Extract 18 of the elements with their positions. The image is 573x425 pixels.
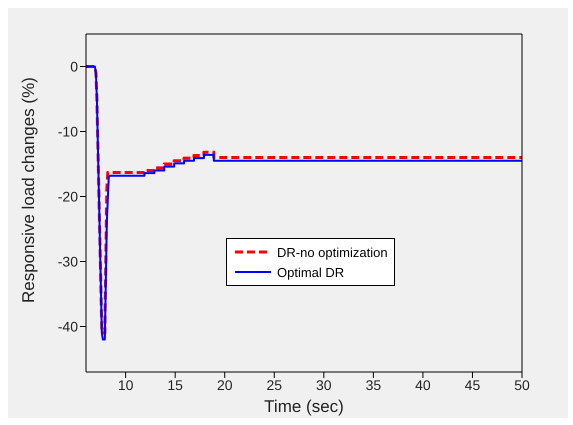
x-tick-label: 35 — [366, 376, 382, 393]
y-tick-label: -30 — [58, 253, 78, 270]
y-tick-label: -40 — [58, 318, 78, 334]
x-tick-label: 40 — [415, 376, 431, 393]
x-tick-label: 15 — [167, 376, 184, 393]
y-tick-label: 0 — [70, 58, 78, 74]
x-tick-label: 10 — [118, 376, 134, 393]
legend-label: Optimal DR — [277, 264, 344, 280]
legend-label: DR-no optimization — [277, 244, 388, 260]
x-tick-label: 25 — [266, 376, 282, 393]
y-tick-label: -10 — [58, 123, 78, 140]
y-axis-title: Responsive load changes (%) — [19, 77, 38, 303]
x-axis-title: Time (sec) — [264, 397, 344, 416]
x-tick-label: 45 — [464, 376, 480, 393]
y-tick-label: -20 — [58, 188, 78, 204]
x-tick-label: 30 — [316, 376, 332, 393]
x-tick-label: 20 — [216, 376, 233, 393]
x-tick-label: 50 — [514, 376, 530, 393]
